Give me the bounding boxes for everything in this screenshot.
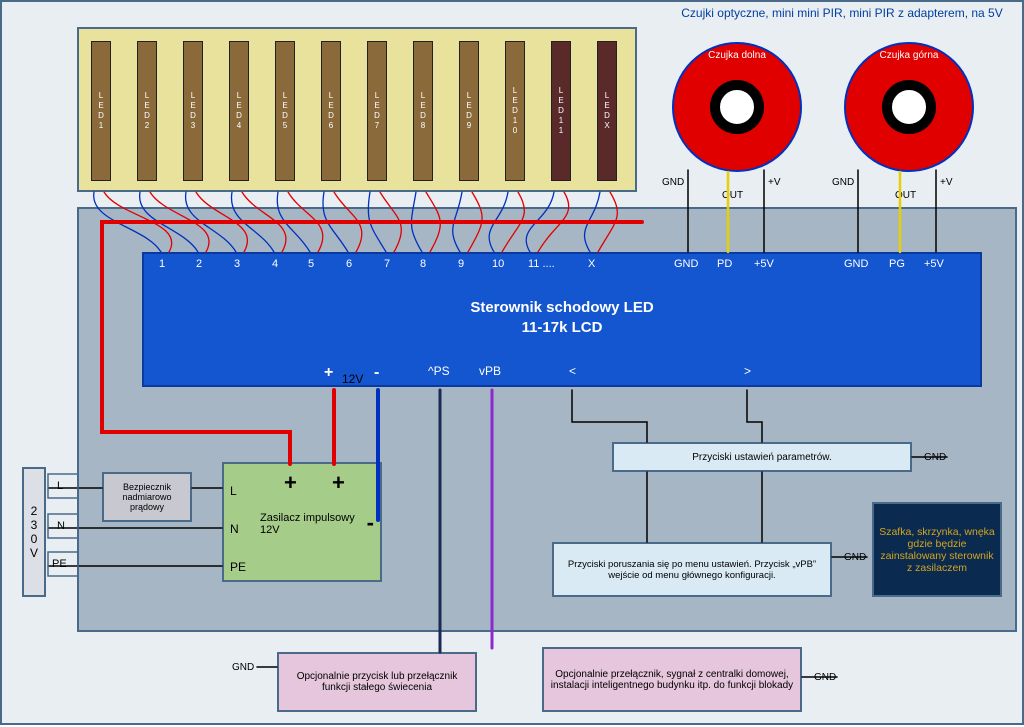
gnd-opt-pb: GND — [814, 672, 836, 683]
sensor2-gnd: GND — [832, 177, 854, 188]
buttons-menu: Przyciski poruszania się po menu ustawie… — [552, 542, 832, 597]
led-strip-7: LED7 — [367, 41, 387, 181]
ctrl-ch-4: 4 — [272, 258, 278, 270]
controller-title: Sterownik schodowy LED — [144, 299, 980, 316]
fuse: Bezpiecznik nadmiarowo prądowy — [102, 472, 192, 522]
ctrl-pb: vPB — [479, 364, 501, 378]
note-enclosure: Szafka, skrzynka, wnęka gdzie będzie zai… — [872, 502, 1002, 597]
ctrl-ch-5: 5 — [308, 258, 314, 270]
ctrl-lt: < — [569, 364, 576, 378]
ctrl-ch-7: 7 — [384, 258, 390, 270]
gnd-opt-ps: GND — [232, 662, 254, 673]
sensor-upper-label: Czujka górna — [844, 50, 974, 61]
ctrl-ch-1: 1 — [159, 258, 165, 270]
ctrl-minus: - — [374, 364, 379, 382]
psu-plus1: + — [284, 470, 297, 496]
controller: 1234567891011 ....XGNDPD+5VGNDPG+5V Ster… — [142, 252, 982, 387]
power-supply: Zasilacz impulsowy 12V L N PE + + - — [222, 462, 382, 582]
ctrl-ch-6: 6 — [346, 258, 352, 270]
mains-L-label: L — [57, 480, 63, 492]
sensor2-out: OUT — [895, 190, 916, 201]
mains-PE-label: PE — [52, 558, 67, 570]
psu-plus2: + — [332, 470, 345, 496]
controller-subtitle: 11-17k LCD — [144, 319, 980, 336]
ctrl-ch-10: 10 — [492, 258, 504, 270]
led-strip-2: LED2 — [137, 41, 157, 181]
psu-N: N — [230, 522, 239, 536]
controller-12v-label: 12V — [342, 372, 363, 386]
led-strip-5: LED5 — [275, 41, 295, 181]
sensor1-v: +V — [768, 177, 781, 188]
sensor-upper: Czujka górna — [844, 42, 974, 172]
mains-230v: 230V — [22, 467, 46, 597]
option-pb: Opcjonalnie przełącznik, sygnał z centra… — [542, 647, 802, 712]
ctrl-ch-X: X — [588, 258, 595, 270]
led-strip-6: LED6 — [321, 41, 341, 181]
psu-L: L — [230, 484, 237, 498]
led-strip-10: LED10 — [505, 41, 525, 181]
led-strip-1: LED1 — [91, 41, 111, 181]
sensors-title: Czujki optyczne, mini mini PIR, mini PIR… — [662, 6, 1022, 20]
ctrl-ch-3: 3 — [234, 258, 240, 270]
sensor-lower: Czujka dolna — [672, 42, 802, 172]
led-strip-11: LED11 — [551, 41, 571, 181]
led-strip-8: LED8 — [413, 41, 433, 181]
buttons-params: Przyciski ustawień parametrów. — [612, 442, 912, 472]
psu-PE: PE — [230, 560, 246, 574]
sensor2-v: +V — [940, 177, 953, 188]
ctrl-ch-2: 2 — [196, 258, 202, 270]
ctrl-ps: ^PS — [428, 364, 450, 378]
led-panel: LED1 LED2 LED3 LED4 LED5 LED6 LED7 LED8 LED9 LED1… — [77, 27, 637, 192]
option-ps: Opcjonalnie przycisk lub przełącznik fun… — [277, 652, 477, 712]
controller-top-labels: 1234567891011 ....XGNDPD+5VGNDPG+5V — [144, 258, 980, 278]
sensor1-gnd: GND — [662, 177, 684, 188]
ctrl-plus: + — [324, 364, 333, 382]
ctrl-ch-8: 8 — [420, 258, 426, 270]
sensor1-out: OUT — [722, 190, 743, 201]
gnd-menu: GND — [844, 552, 866, 563]
psu-minus: - — [367, 510, 374, 536]
led-strip-4: LED4 — [229, 41, 249, 181]
led-strip-12: LEDX — [597, 41, 617, 181]
ctrl-gt: > — [744, 364, 751, 378]
ctrl-ch-9: 9 — [458, 258, 464, 270]
gnd-params: GND — [924, 452, 946, 463]
mains-N-label: N — [57, 520, 65, 532]
led-strip-9: LED9 — [459, 41, 479, 181]
led-strip-3: LED3 — [183, 41, 203, 181]
controller-bottom-labels: + - ^PS vPB < > — [144, 364, 980, 382]
sensor-lower-label: Czujka dolna — [672, 50, 802, 61]
ctrl-ch-11 ....: 11 .... — [528, 258, 555, 270]
